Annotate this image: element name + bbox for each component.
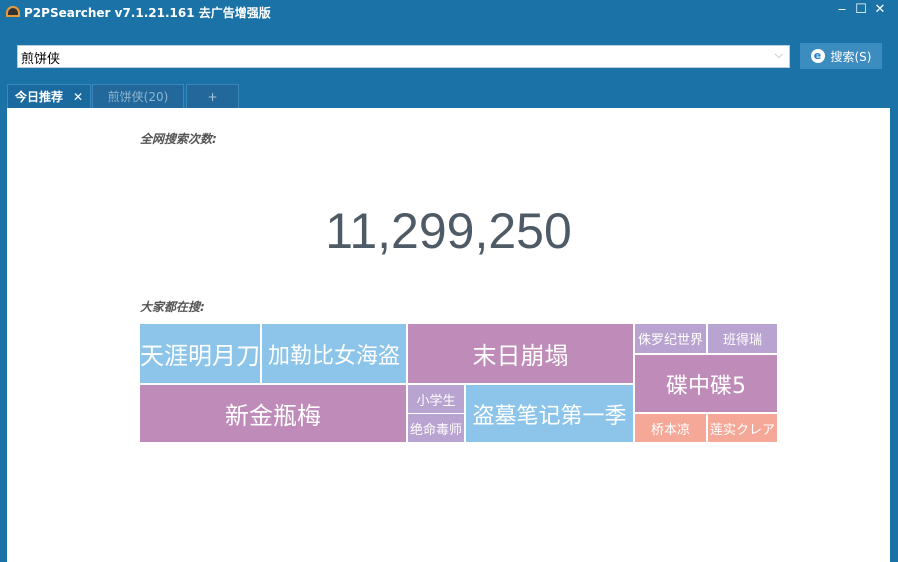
search-input[interactable]: 煎饼侠 ⌵ [17, 45, 790, 68]
treemap-item[interactable]: 碟中碟5 [635, 355, 777, 412]
window-title: P2PSearcher v7.1.21.161 去广告增强版 [24, 6, 271, 20]
treemap-item[interactable]: 小学生 [408, 385, 464, 413]
plus-icon: + [207, 89, 218, 104]
treemap-item[interactable]: 绝命毒师 [408, 414, 464, 442]
treemap-item[interactable]: 加勒比女海盗 [262, 324, 406, 383]
ie-e-icon: e [810, 49, 825, 63]
app-logo-icon [6, 6, 20, 17]
treemap-item[interactable]: 盗墓笔记第一季 [466, 385, 633, 442]
close-tab-icon[interactable]: ✕ [72, 89, 84, 104]
minimize-button[interactable]: ‒ [837, 2, 847, 17]
new-tab-button[interactable]: + [186, 84, 239, 108]
treemap-item[interactable]: 桥本凉 [635, 414, 706, 442]
tab-label: 今日推荐 [14, 90, 63, 104]
treemap-item[interactable]: 班得瑞 [708, 324, 777, 353]
treemap-item[interactable]: 末日崩塌 [408, 324, 633, 383]
total-search-count: 11,299,250 [325, 203, 572, 259]
search-button[interactable]: e 搜索(S) [800, 43, 882, 69]
search-button-label: 搜索(S) [830, 49, 872, 64]
tab-today-recommend[interactable]: 今日推荐 ✕ [7, 84, 91, 108]
popular-label: 大家都在搜: [140, 300, 205, 314]
tab-search-result[interactable]: 煎饼侠(20) [92, 84, 184, 108]
total-search-label: 全网搜索次数: [140, 132, 217, 146]
close-button[interactable]: ✕ [874, 2, 886, 17]
treemap-item[interactable]: 莲实クレア [708, 414, 777, 442]
search-value: 煎饼侠 [21, 52, 61, 67]
treemap-item[interactable]: 侏罗纪世界 [635, 324, 706, 353]
maximize-button[interactable]: ☐ [855, 2, 867, 17]
treemap-item[interactable]: 天涯明月刀 [140, 324, 260, 383]
chevron-down-icon[interactable]: ⌵ [774, 48, 783, 61]
content-panel: 全网搜索次数: 11,299,250 大家都在搜: 天涯明月刀 加勒比女海盗 新金瓶… [7, 108, 890, 562]
treemap-item[interactable]: 新金瓶梅 [140, 385, 406, 442]
tab-label: 煎饼侠(20) [107, 90, 169, 104]
